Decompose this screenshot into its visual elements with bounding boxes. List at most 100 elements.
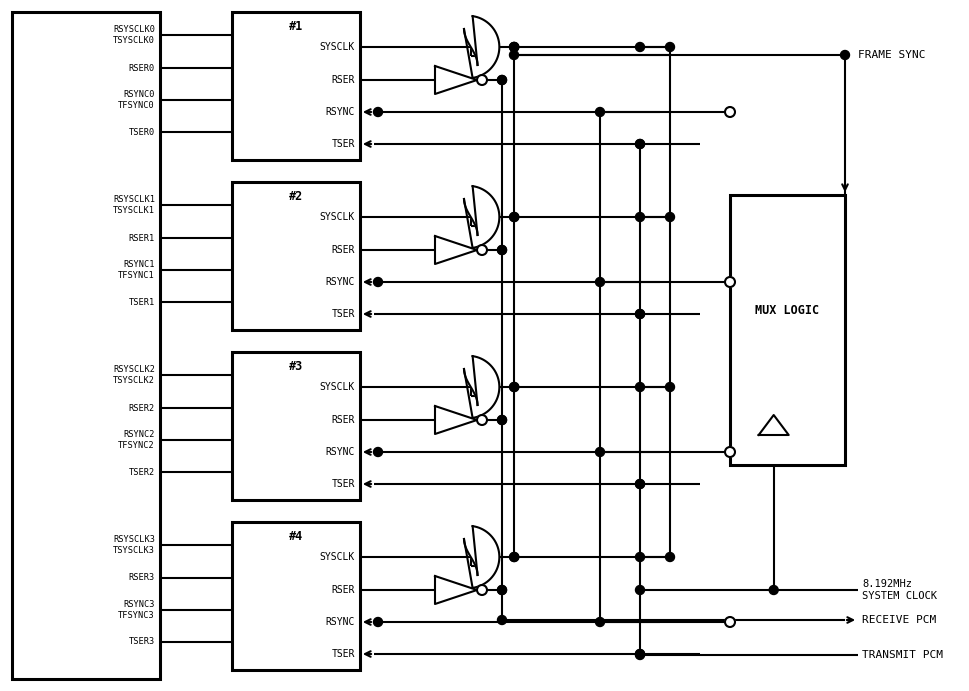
Text: #2: #2 bbox=[289, 189, 302, 202]
Text: #1: #1 bbox=[289, 19, 302, 32]
Circle shape bbox=[497, 415, 506, 424]
Text: FRAME SYNC: FRAME SYNC bbox=[858, 50, 924, 60]
Circle shape bbox=[665, 383, 673, 392]
Circle shape bbox=[595, 618, 604, 627]
Circle shape bbox=[635, 140, 643, 149]
Text: RSYSCLK1
TSYSCLK1: RSYSCLK1 TSYSCLK1 bbox=[112, 196, 155, 215]
Polygon shape bbox=[463, 186, 499, 248]
Text: RSYSCLK3
TSYSCLK3: RSYSCLK3 TSYSCLK3 bbox=[112, 536, 155, 555]
Circle shape bbox=[724, 447, 735, 457]
Circle shape bbox=[635, 310, 643, 319]
Circle shape bbox=[665, 43, 673, 52]
Circle shape bbox=[635, 480, 643, 489]
Text: RSYSCLK2
TSYSCLK2: RSYSCLK2 TSYSCLK2 bbox=[112, 366, 155, 385]
Circle shape bbox=[509, 213, 518, 222]
Text: RSYNC: RSYNC bbox=[326, 447, 355, 457]
Circle shape bbox=[635, 553, 643, 562]
Circle shape bbox=[635, 140, 643, 149]
Polygon shape bbox=[434, 236, 477, 264]
Text: RSER: RSER bbox=[331, 245, 355, 255]
Circle shape bbox=[510, 553, 518, 562]
Text: RSYNC: RSYNC bbox=[326, 277, 355, 287]
Text: TSER2: TSER2 bbox=[129, 468, 155, 477]
Circle shape bbox=[497, 616, 506, 625]
Polygon shape bbox=[463, 526, 499, 588]
Circle shape bbox=[497, 585, 506, 594]
Text: RSYNC2
TFSYNC2: RSYNC2 TFSYNC2 bbox=[118, 430, 155, 450]
Text: RSER2: RSER2 bbox=[129, 404, 155, 413]
Circle shape bbox=[595, 278, 604, 287]
Text: RSER: RSER bbox=[331, 75, 355, 85]
Text: TSER: TSER bbox=[331, 479, 355, 489]
Circle shape bbox=[595, 448, 604, 457]
Text: RSER1: RSER1 bbox=[129, 234, 155, 243]
Circle shape bbox=[373, 108, 382, 117]
Polygon shape bbox=[434, 576, 477, 604]
Circle shape bbox=[724, 277, 735, 287]
Text: SYSCLK: SYSCLK bbox=[320, 552, 355, 562]
Text: RSER: RSER bbox=[331, 585, 355, 595]
Circle shape bbox=[497, 245, 506, 254]
Circle shape bbox=[497, 75, 506, 84]
Circle shape bbox=[509, 50, 518, 59]
Bar bbox=[730, 195, 844, 465]
Circle shape bbox=[839, 50, 849, 59]
Text: TSER3: TSER3 bbox=[129, 638, 155, 647]
Text: RSER: RSER bbox=[331, 415, 355, 425]
Circle shape bbox=[665, 213, 673, 222]
Text: #4: #4 bbox=[289, 529, 302, 542]
Circle shape bbox=[665, 553, 673, 562]
Circle shape bbox=[497, 585, 506, 594]
Text: RSYSCLK0
TSYSCLK0: RSYSCLK0 TSYSCLK0 bbox=[112, 26, 155, 45]
Circle shape bbox=[635, 650, 643, 659]
Bar bbox=[12, 12, 160, 679]
Circle shape bbox=[510, 43, 518, 52]
Bar bbox=[232, 12, 359, 160]
Circle shape bbox=[635, 650, 643, 659]
Text: RSYNC: RSYNC bbox=[326, 617, 355, 627]
Circle shape bbox=[635, 310, 643, 319]
Text: 8.192MHz
SYSTEM CLOCK: 8.192MHz SYSTEM CLOCK bbox=[861, 579, 936, 600]
Text: TSER: TSER bbox=[331, 309, 355, 319]
Text: RECEIVE PCM: RECEIVE PCM bbox=[861, 615, 935, 625]
Circle shape bbox=[509, 43, 518, 52]
Text: #3: #3 bbox=[289, 359, 302, 372]
Text: RSER3: RSER3 bbox=[129, 574, 155, 583]
Circle shape bbox=[497, 415, 506, 424]
Text: TRANSMIT PCM: TRANSMIT PCM bbox=[861, 650, 942, 660]
Text: TSER0: TSER0 bbox=[129, 128, 155, 137]
Circle shape bbox=[477, 75, 486, 85]
Text: RSER0: RSER0 bbox=[129, 64, 155, 73]
Polygon shape bbox=[463, 16, 499, 78]
Text: RSYNC1
TFSYNC1: RSYNC1 TFSYNC1 bbox=[118, 261, 155, 280]
Circle shape bbox=[477, 585, 486, 595]
Circle shape bbox=[768, 585, 777, 594]
Circle shape bbox=[477, 245, 486, 255]
Circle shape bbox=[373, 448, 382, 457]
Text: SYSCLK: SYSCLK bbox=[320, 212, 355, 222]
Text: SYSCLK: SYSCLK bbox=[320, 42, 355, 52]
Circle shape bbox=[497, 245, 506, 254]
Text: RSYNC: RSYNC bbox=[326, 107, 355, 117]
Circle shape bbox=[510, 213, 518, 222]
Circle shape bbox=[595, 108, 604, 117]
Circle shape bbox=[635, 383, 643, 392]
Circle shape bbox=[373, 618, 382, 627]
Circle shape bbox=[635, 43, 643, 52]
Text: TSER: TSER bbox=[331, 139, 355, 149]
Circle shape bbox=[509, 383, 518, 392]
Text: MUX LOGIC: MUX LOGIC bbox=[755, 303, 819, 316]
Circle shape bbox=[477, 415, 486, 425]
Text: SYSCLK: SYSCLK bbox=[320, 382, 355, 392]
Text: RSYNC0
TFSYNC0: RSYNC0 TFSYNC0 bbox=[118, 91, 155, 110]
Circle shape bbox=[509, 43, 518, 52]
Circle shape bbox=[724, 107, 735, 117]
Circle shape bbox=[635, 650, 643, 659]
Text: TSER: TSER bbox=[331, 649, 355, 659]
Circle shape bbox=[373, 278, 382, 287]
Polygon shape bbox=[434, 66, 477, 94]
Circle shape bbox=[635, 585, 643, 594]
Circle shape bbox=[497, 75, 506, 84]
Bar bbox=[232, 352, 359, 500]
Polygon shape bbox=[434, 406, 477, 434]
